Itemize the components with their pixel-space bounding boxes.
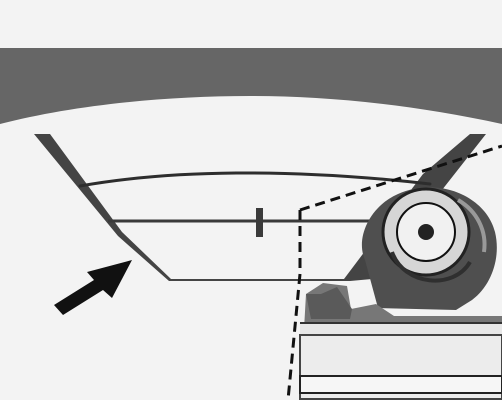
dashed-view-outline [286,144,502,400]
pointer-arrow [54,260,132,315]
far-distance-line [78,171,432,188]
camera-housing [299,283,502,400]
camera-module [361,187,497,310]
center-marker [256,208,263,237]
top-bumper-band [0,48,502,124]
